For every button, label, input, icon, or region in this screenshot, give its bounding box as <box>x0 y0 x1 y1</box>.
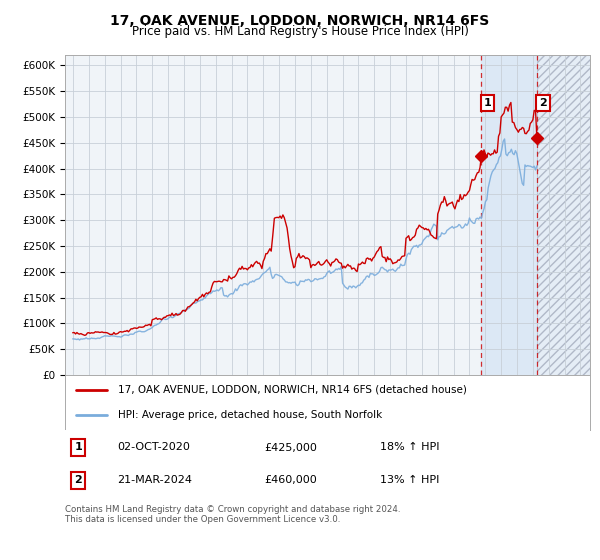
Text: 02-OCT-2020: 02-OCT-2020 <box>118 442 190 452</box>
Text: 21-MAR-2024: 21-MAR-2024 <box>118 475 193 486</box>
Text: 2: 2 <box>74 475 82 486</box>
Bar <box>481 55 537 375</box>
Text: HPI: Average price, detached house, South Norfolk: HPI: Average price, detached house, Sout… <box>118 410 382 420</box>
Text: 17, OAK AVENUE, LODDON, NORWICH, NR14 6FS: 17, OAK AVENUE, LODDON, NORWICH, NR14 6F… <box>110 14 490 28</box>
Text: 2: 2 <box>539 98 547 108</box>
Text: Contains HM Land Registry data © Crown copyright and database right 2024.
This d: Contains HM Land Registry data © Crown c… <box>65 505 401 524</box>
Text: 18% ↑ HPI: 18% ↑ HPI <box>380 442 439 452</box>
Text: £425,000: £425,000 <box>265 442 317 452</box>
Text: 1: 1 <box>74 442 82 452</box>
Text: Price paid vs. HM Land Registry's House Price Index (HPI): Price paid vs. HM Land Registry's House … <box>131 25 469 38</box>
Text: 17, OAK AVENUE, LODDON, NORWICH, NR14 6FS (detached house): 17, OAK AVENUE, LODDON, NORWICH, NR14 6F… <box>118 385 466 395</box>
Text: £460,000: £460,000 <box>265 475 317 486</box>
Bar <box>537 55 590 375</box>
Text: 13% ↑ HPI: 13% ↑ HPI <box>380 475 439 486</box>
Bar <box>537 55 590 375</box>
Text: 1: 1 <box>484 98 491 108</box>
